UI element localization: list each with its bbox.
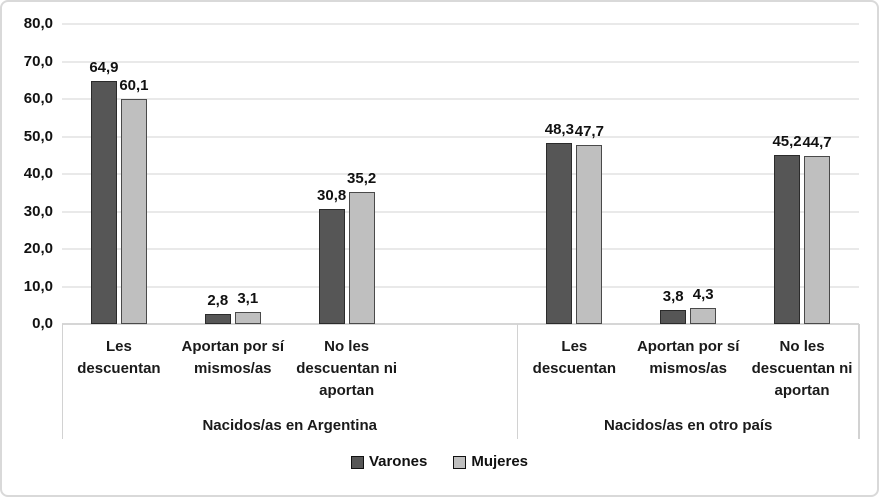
- y-axis-tick-label: 20,0: [23, 240, 53, 257]
- category-label: Les descuentan: [77, 338, 161, 377]
- legend-swatch-varones: [350, 455, 364, 469]
- y-axis-tick-label: 40,0: [23, 165, 53, 182]
- bar-value-label: 3,1: [237, 290, 259, 308]
- y-axis-tick-label: 70,0: [23, 52, 53, 70]
- bar-mujeres: [804, 156, 831, 324]
- y-axis-tick-label: 60,0: [23, 90, 53, 107]
- gridline: [62, 135, 859, 138]
- legend-item: Varones: [350, 453, 428, 470]
- bar-varones: [204, 313, 231, 324]
- x-axis-line: [62, 323, 859, 325]
- bar-mujeres: [120, 98, 147, 324]
- legend-label: Varones: [368, 453, 428, 470]
- bar-value-label: 2,8: [207, 291, 229, 309]
- bar-varones: [774, 154, 801, 324]
- bar-value-label: 44,7: [802, 134, 832, 152]
- bar-value-label: 60,1: [119, 76, 149, 94]
- legend-label: Mujeres: [471, 453, 529, 470]
- category-label: Aportan por sí mismos/as: [181, 338, 285, 377]
- bar-mujeres: [576, 145, 603, 324]
- bar-value-label: 4,3: [692, 285, 714, 303]
- category-area-border: [61, 324, 63, 439]
- category-label: Les descuentan: [532, 338, 617, 377]
- bar-varones: [90, 80, 117, 324]
- y-axis-tick-label: 50,0: [23, 127, 53, 145]
- y-axis-tick-label: 80,0: [23, 15, 53, 32]
- legend: Varones Mujeres: [2, 454, 877, 470]
- y-axis-tick-label: 30,0: [23, 202, 53, 220]
- bar-value-label: 64,9: [89, 58, 119, 76]
- gridline: [62, 285, 859, 288]
- group-label: Nacidos/as en otro país: [604, 417, 773, 434]
- legend-swatch-mujeres: [453, 455, 467, 469]
- bar-mujeres: [690, 307, 717, 324]
- gridline: [62, 173, 859, 175]
- bar-value-label: 47,7: [574, 123, 604, 141]
- gridline: [62, 98, 859, 100]
- category-label: No les descuentan ni aportan: [296, 338, 398, 399]
- bar-value-label: 45,2: [772, 132, 802, 150]
- y-axis-tick-label: 0,0: [32, 315, 53, 332]
- bar-value-label: 3,8: [662, 287, 684, 305]
- bar-value-label: 48,3: [544, 120, 574, 138]
- category-label: Aportan por sí mismos/as: [636, 338, 740, 377]
- y-axis-tick-label: 10,0: [23, 277, 53, 295]
- bar-mujeres: [348, 192, 375, 324]
- bar-value-label: 30,8: [317, 186, 347, 204]
- bar-mujeres: [234, 312, 261, 324]
- legend-item: Mujeres: [453, 454, 528, 470]
- gridline: [62, 60, 859, 63]
- gridline: [62, 23, 859, 25]
- bar-value-label: 35,2: [347, 170, 377, 187]
- gridline: [62, 210, 859, 213]
- gridline: [62, 248, 859, 250]
- bar-varones: [546, 142, 573, 324]
- category-label: No les descuentan ni aportan: [751, 338, 853, 399]
- category-area-border: [858, 324, 860, 439]
- bar-varones: [318, 208, 345, 324]
- bar-varones: [660, 309, 687, 324]
- group-label: Nacidos/as en Argentina: [202, 417, 377, 434]
- group-divider: [516, 324, 519, 439]
